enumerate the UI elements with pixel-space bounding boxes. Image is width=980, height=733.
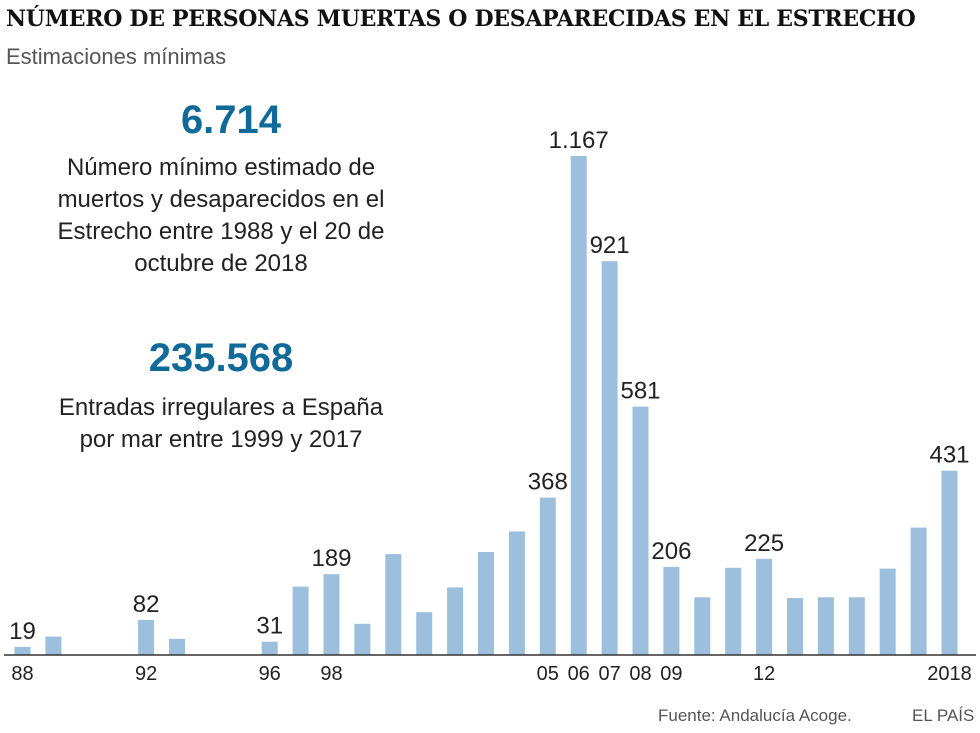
stat-deaths-line-2: muertos y desaparecidos en el	[57, 186, 385, 213]
value-label-1988: 19	[9, 618, 36, 645]
stat-deaths-line-4: octubre de 2018	[134, 250, 308, 277]
stat-entries-description: Entradas irregulares a España por mar en…	[20, 392, 422, 456]
value-label-1998: 189	[311, 545, 351, 572]
tick-label-2018: 2018	[927, 663, 972, 685]
stat-entries-line-2: por mar entre 1999 y 2017	[79, 426, 363, 453]
tick-label-1992: 92	[135, 663, 157, 685]
value-label-2007: 921	[590, 232, 630, 259]
bar-2016	[879, 568, 896, 655]
tick-label-2012: 12	[753, 663, 775, 685]
bar-2007	[601, 261, 618, 655]
bar-2018	[941, 470, 958, 655]
bar-2004	[508, 531, 525, 655]
bar-2015	[848, 597, 865, 655]
stat-deaths-line-3: Estrecho entre 1988 y el 20 de	[57, 218, 385, 245]
value-label-1996: 31	[256, 613, 283, 640]
tick-label-1988: 88	[11, 663, 33, 685]
tick-label-2009: 09	[660, 663, 682, 685]
bar-2001	[416, 612, 433, 655]
source-note: Fuente: Andalucía Acoge.	[658, 706, 852, 725]
bar-2000	[385, 554, 402, 655]
value-label-2006: 1.167	[549, 127, 609, 154]
value-label-1992: 82	[133, 591, 160, 618]
tick-label-2008: 08	[629, 663, 651, 685]
bar-1993	[169, 638, 185, 655]
tick-label-1996: 96	[259, 663, 281, 685]
chart-subtitle: Estimaciones mínimas	[6, 44, 227, 69]
tick-label-1998: 98	[320, 663, 342, 685]
value-label-2018: 431	[929, 442, 969, 469]
bar-2013	[787, 598, 803, 655]
chart-title: NÚMERO DE PERSONAS MUERTAS O DESAPARECID…	[6, 6, 916, 32]
value-label-2009: 206	[651, 538, 691, 565]
bar-2003	[478, 552, 494, 655]
bar-1989	[45, 636, 62, 655]
bar-2010	[694, 597, 711, 655]
bar-1996	[261, 641, 278, 655]
brand-label: EL PAÍS	[912, 706, 975, 725]
stat-deaths-line-1: Número mínimo estimado de	[66, 154, 376, 181]
value-label-2008: 581	[620, 378, 660, 405]
tick-label-2005: 05	[537, 663, 559, 685]
bar-1997	[292, 586, 309, 655]
bar-2008	[632, 406, 649, 655]
stat-entries-line-1: Entradas irregulares a España	[58, 394, 384, 421]
stat-deaths-description: Número mínimo estimado de muertos y desa…	[20, 152, 422, 280]
bar-1999	[354, 623, 371, 655]
bar-2005	[539, 497, 556, 655]
value-label-2012: 225	[744, 530, 784, 557]
bar-1998	[323, 574, 340, 655]
bar-2014	[817, 597, 834, 655]
tick-label-2007: 07	[598, 663, 620, 685]
value-label-2005: 368	[528, 469, 568, 496]
bar-2006	[570, 156, 587, 655]
bar-1992	[138, 619, 155, 655]
bar-1988	[14, 646, 31, 655]
bar-2012	[756, 558, 773, 655]
bar-2011	[725, 567, 742, 655]
bar-2002	[447, 587, 464, 655]
stat-deaths-value: 6.714	[180, 98, 282, 142]
bar-2009	[663, 566, 680, 655]
tick-label-2006: 06	[568, 663, 590, 685]
stat-entries-value: 235.568	[148, 336, 294, 380]
bar-2017	[910, 527, 927, 655]
